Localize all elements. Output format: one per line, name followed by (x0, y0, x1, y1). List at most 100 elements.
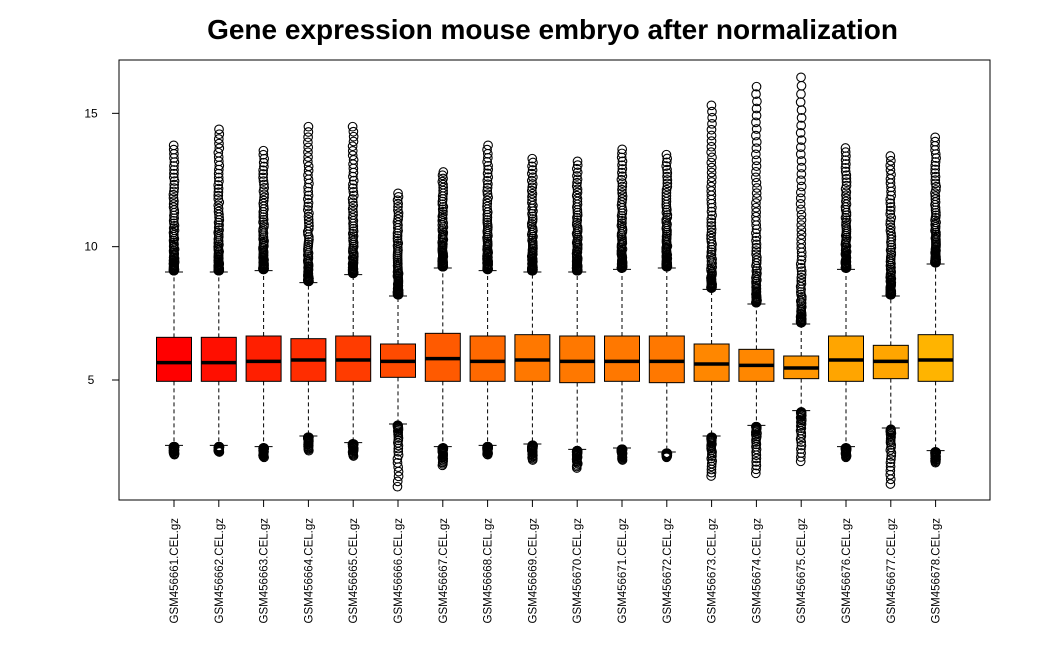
outlier-point (617, 156, 628, 167)
outlier-point (348, 451, 359, 461)
box-GSM456677.CEL.gz (872, 151, 909, 489)
outlier-point (572, 160, 583, 170)
outlier-point (392, 233, 403, 244)
outlier-point (706, 471, 716, 481)
outlier-point (751, 447, 761, 458)
outlier-point (348, 190, 359, 201)
outlier-point (751, 137, 762, 147)
outlier-point (438, 182, 449, 193)
outlier-point (213, 203, 224, 214)
outlier-point (796, 204, 806, 215)
outlier-point (259, 236, 269, 246)
outlier-point (841, 193, 852, 204)
outlier-point (258, 212, 269, 222)
outliers (168, 140, 180, 460)
outlier-point (796, 120, 807, 131)
outlier-point (169, 449, 180, 460)
x-tick-label: GSM456664.CEL.gz (303, 518, 315, 624)
outlier-point (706, 172, 717, 183)
outlier-point (214, 138, 224, 149)
outlier-point (259, 161, 269, 172)
outlier-point (750, 468, 761, 479)
outlier-point (662, 181, 673, 192)
outlier-point (258, 169, 269, 179)
outlier-point (751, 456, 762, 467)
outlier-point (885, 219, 896, 230)
outlier-point (213, 206, 224, 217)
outlier-point (706, 157, 717, 168)
outliers (571, 156, 583, 473)
outlier-point (751, 117, 761, 128)
box-GSM456664.CEL.gz (290, 121, 327, 456)
outlier-point (571, 163, 582, 174)
outlier-point (886, 448, 897, 458)
box-GSM456666.CEL.gz (380, 188, 416, 492)
outlier-point (571, 181, 582, 191)
outlier-point (617, 160, 627, 171)
outlier-point (348, 131, 359, 142)
outlier-point (706, 221, 717, 231)
outlier-point (259, 192, 269, 203)
outlier-point (662, 164, 672, 175)
outlier-point (840, 155, 851, 165)
outlier-point (751, 246, 762, 256)
outlier-point (796, 89, 806, 99)
outlier-point (750, 427, 761, 437)
outlier-point (482, 201, 492, 212)
outlier-point (706, 217, 717, 228)
outlier-point (885, 165, 896, 175)
outlier-point (527, 455, 538, 465)
outlier-point (707, 210, 717, 221)
outlier-point (661, 217, 672, 227)
outlier-point (796, 415, 807, 426)
outlier-point (796, 209, 807, 220)
box-GSM456661.CEL.gz (156, 140, 192, 460)
box-GSM456671.CEL.gz (604, 144, 640, 465)
outlier-point (795, 149, 806, 160)
outlier-point (258, 195, 269, 206)
outlier-point (707, 118, 717, 129)
outlier-point (527, 168, 537, 179)
outlier-point (751, 89, 761, 99)
outlier-point (393, 471, 404, 482)
x-tick-label: GSM456669.CEL.gz (527, 518, 539, 624)
outlier-point (482, 182, 493, 193)
outlier-point (259, 179, 269, 190)
outlier-point (304, 221, 314, 231)
y-axis: 5 10 15 (84, 106, 120, 387)
outlier-point (347, 150, 358, 161)
outlier-point (168, 144, 179, 155)
outlier-point (617, 144, 628, 155)
outlier-point (706, 136, 717, 147)
outlier-point (483, 172, 494, 182)
outlier-point (617, 184, 627, 195)
outlier-point (795, 187, 806, 198)
outlier-point (885, 209, 896, 220)
outlier-point (303, 121, 314, 132)
outlier-point (169, 183, 180, 193)
outlier-point (885, 160, 896, 171)
outlier-point (885, 216, 896, 226)
x-tick-label: GSM456662.CEL.gz (214, 518, 226, 624)
outlier-point (841, 173, 852, 184)
outlier-point (840, 162, 851, 173)
outlier-point (796, 440, 807, 451)
outlier-point (438, 167, 449, 177)
outlier-point (393, 440, 404, 451)
outlier-point (393, 205, 403, 215)
outlier-point (662, 175, 673, 185)
outlier-point (796, 272, 807, 283)
outlier-point (483, 164, 494, 175)
outlier-point (169, 165, 179, 175)
outlier-point (706, 233, 716, 244)
outlier-point (303, 152, 313, 162)
outliers (213, 124, 225, 457)
outlier-point (796, 276, 807, 286)
box-rect (917, 334, 954, 382)
outlier-point (213, 172, 224, 183)
outlier-point (572, 174, 583, 185)
outlier-point (617, 148, 627, 159)
outlier-point (930, 178, 941, 189)
outlier-point (931, 181, 941, 192)
outlier-point (303, 218, 314, 228)
